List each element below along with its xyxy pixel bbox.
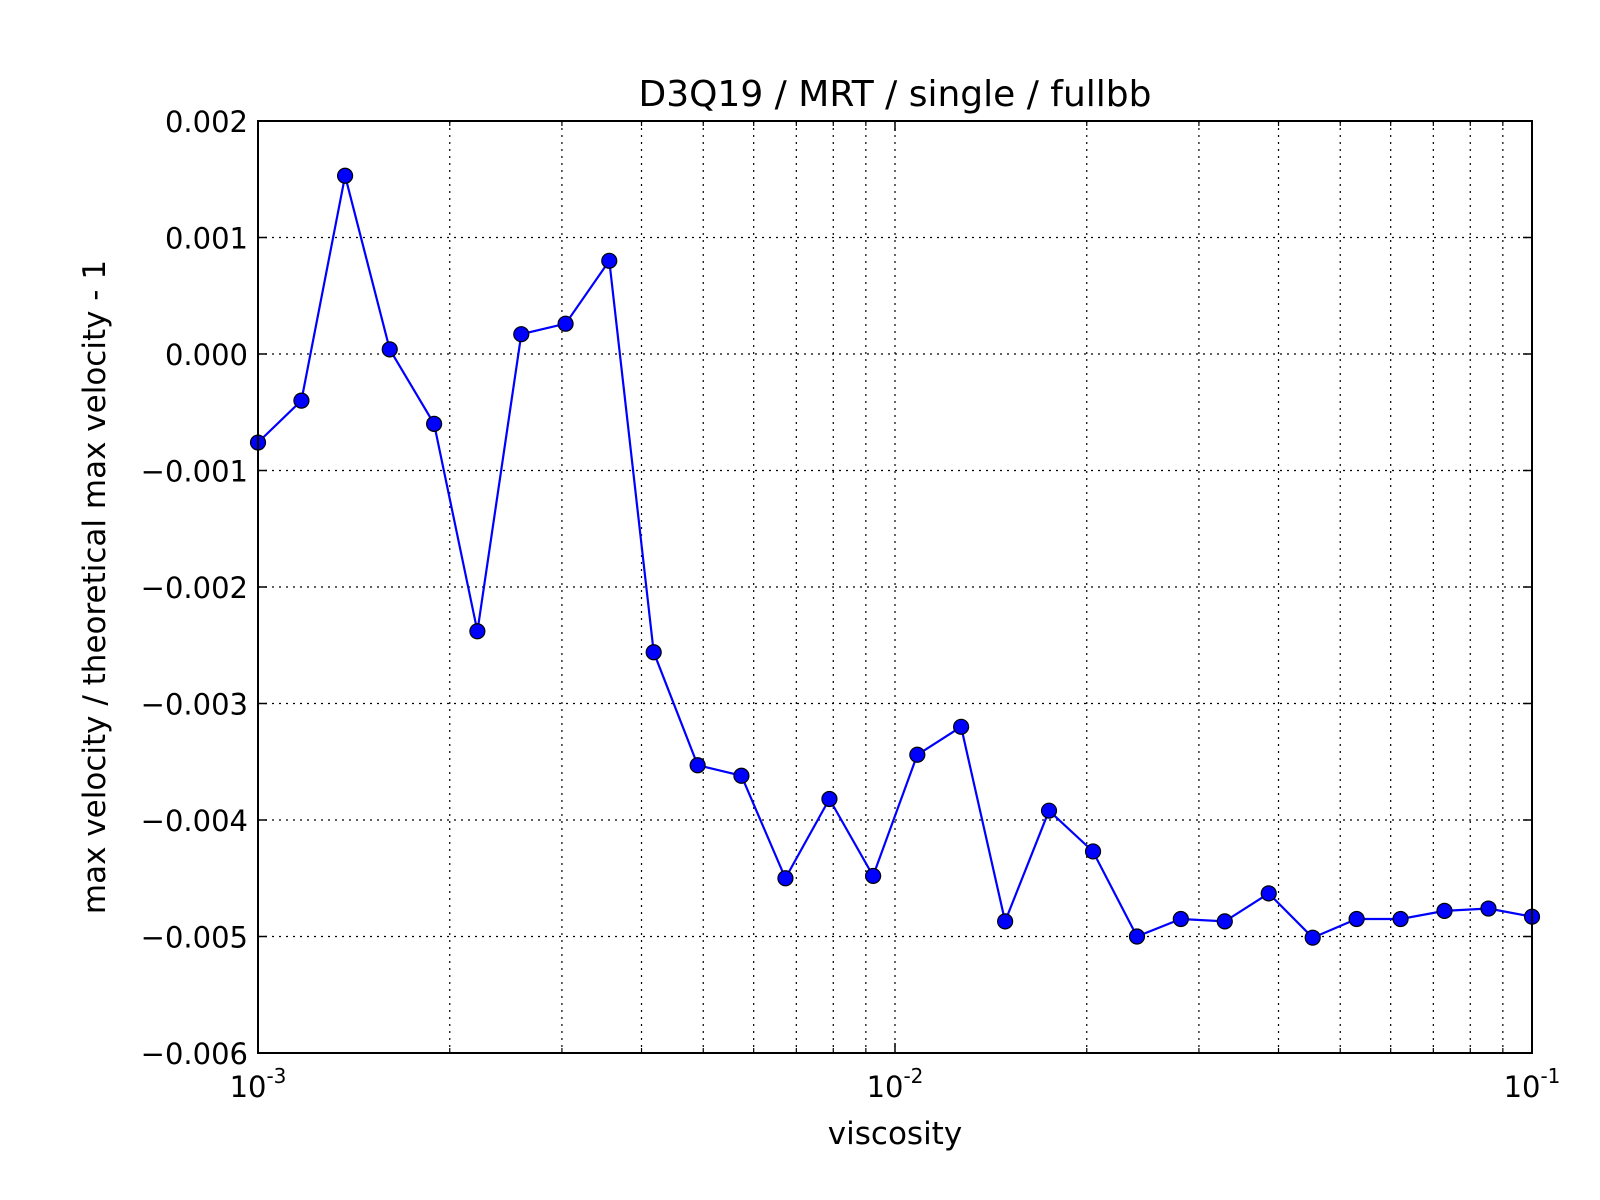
ticks: 0.002 0.001 0.000 −0.001 −0.002 −0.003 −0.004 −… (141, 105, 1561, 1104)
data-point (1260, 885, 1277, 902)
chart-title: D3Q19 / MRT / single / fullbb (638, 74, 1151, 115)
y-tick-label: −0.001 (141, 455, 248, 489)
data-point (557, 315, 574, 332)
data-point (1172, 910, 1189, 928)
data-point (1392, 910, 1409, 928)
y-tick-label: 0.001 (165, 222, 248, 256)
data-point (645, 644, 662, 661)
data-point (865, 867, 882, 885)
x-axis-label: viscosity (828, 1116, 962, 1152)
data-point (601, 252, 618, 269)
y-tick-label: −0.003 (141, 688, 248, 722)
data-point (733, 767, 750, 784)
data-point (336, 167, 354, 184)
data-point (1348, 910, 1365, 928)
y-tick-label: −0.005 (141, 921, 248, 955)
y-tick-label: −0.002 (141, 571, 248, 605)
series-layer (249, 167, 1541, 946)
y-tick-label: −0.004 (141, 804, 248, 838)
y-tick-label: −0.006 (141, 1037, 248, 1071)
grid (258, 121, 1532, 1053)
data-point (997, 913, 1014, 930)
data-point (1040, 802, 1058, 819)
data-point (821, 790, 838, 808)
data-point (381, 341, 398, 358)
y-tick-label: 0.002 (165, 105, 248, 139)
data-point (293, 392, 310, 409)
x-tick-label: 10-3 (230, 1064, 287, 1104)
y-axis-label: max velocity / theoretical max velocity … (77, 260, 113, 914)
data-point (469, 623, 486, 640)
data-point (953, 718, 970, 735)
x-tick-label: 10-2 (867, 1064, 924, 1104)
data-point (1436, 902, 1453, 919)
y-tick-label: 0.000 (165, 338, 248, 372)
data-point (1216, 913, 1233, 930)
data-point (1084, 843, 1102, 860)
x-tick-label: 10-1 (1504, 1064, 1561, 1104)
data-point (1480, 900, 1497, 917)
data-point (909, 746, 926, 763)
data-point (513, 326, 530, 343)
data-point (426, 415, 443, 432)
data-point (777, 870, 794, 887)
data-point (689, 757, 706, 774)
data-point (1304, 929, 1321, 946)
data-point (1128, 928, 1146, 945)
